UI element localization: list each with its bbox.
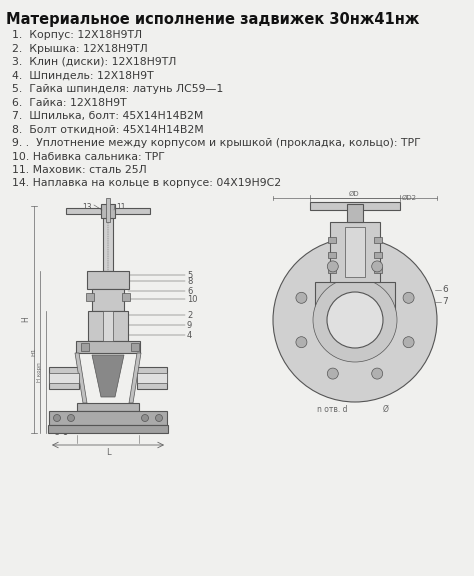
Text: 2: 2 [187, 310, 192, 320]
Text: 6: 6 [187, 286, 192, 295]
Circle shape [328, 368, 338, 379]
Text: 7.  Шпилька, болт: 45Х14Н14В2М: 7. Шпилька, болт: 45Х14Н14В2М [12, 111, 203, 121]
Text: 1.  Корпус: 12Х18Н9ТЛ: 1. Корпус: 12Х18Н9ТЛ [12, 30, 142, 40]
Circle shape [142, 415, 148, 422]
Bar [66, 208, 150, 214]
Bar [131, 343, 139, 351]
Text: 4.  Шпиндель: 12Х18Н9Т: 4. Шпиндель: 12Х18Н9Т [12, 70, 154, 81]
Bar [310, 202, 400, 210]
Bar [77, 403, 139, 411]
Circle shape [296, 337, 307, 348]
Bar [137, 373, 167, 383]
Bar [49, 367, 79, 389]
Bar [347, 204, 363, 222]
Text: ØD: ØD [349, 191, 360, 197]
Bar [49, 373, 79, 383]
Bar [103, 218, 113, 271]
Text: H корп: H корп [37, 362, 42, 382]
Text: H1: H1 [31, 348, 36, 357]
Polygon shape [129, 353, 141, 403]
Text: 8: 8 [187, 276, 192, 286]
Text: 2.  Крышка: 12Х18Н9ТЛ: 2. Крышка: 12Х18Н9ТЛ [12, 44, 148, 54]
Bar [92, 289, 124, 311]
Text: 10. Набивка сальника: ТРГ: 10. Набивка сальника: ТРГ [12, 151, 165, 161]
Text: 7: 7 [442, 297, 448, 306]
Circle shape [372, 368, 383, 379]
Bar [88, 311, 128, 341]
Circle shape [372, 261, 383, 272]
Text: М: М [351, 315, 359, 325]
Bar [101, 204, 115, 218]
Circle shape [403, 292, 414, 304]
Bar [345, 227, 365, 277]
Bar [49, 411, 167, 425]
Circle shape [155, 415, 163, 422]
Bar [374, 237, 382, 243]
Text: 13: 13 [82, 203, 92, 212]
Text: 9. .  Уплотнение между корпусом и крышкой (прокладка, кольцо): ТРГ: 9. . Уплотнение между корпусом и крышкой… [12, 138, 421, 148]
Polygon shape [75, 353, 87, 403]
Circle shape [313, 278, 397, 362]
Text: 8.  Болт откидной: 45Х14Н14В2М: 8. Болт откидной: 45Х14Н14В2М [12, 124, 204, 135]
Bar [76, 341, 140, 353]
Bar [374, 267, 382, 273]
Polygon shape [92, 355, 124, 397]
Text: L: L [106, 448, 110, 457]
Circle shape [403, 337, 414, 348]
Text: 5.  Гайка шпинделя: латунь ЛС59—1: 5. Гайка шпинделя: латунь ЛС59—1 [12, 84, 223, 94]
Bar [374, 252, 382, 258]
Text: 5: 5 [187, 271, 192, 279]
Circle shape [273, 238, 437, 402]
Bar [328, 252, 336, 258]
Bar [328, 237, 336, 243]
Circle shape [67, 415, 74, 422]
Text: 9: 9 [187, 320, 192, 329]
Bar [106, 198, 110, 222]
Bar [315, 282, 395, 322]
Circle shape [327, 292, 383, 348]
Text: 3: 3 [54, 428, 59, 437]
Text: 14. Наплавка на кольце в корпусе: 04Х19Н9С2: 14. Наплавка на кольце в корпусе: 04Х19Н… [12, 179, 281, 188]
Bar [86, 293, 94, 301]
Bar [87, 271, 129, 289]
Bar [328, 267, 336, 273]
Bar [137, 367, 167, 389]
Text: ØD2: ØD2 [402, 195, 417, 201]
Text: 11: 11 [116, 203, 126, 212]
Text: n отв. d: n отв. d [317, 405, 347, 414]
Circle shape [54, 415, 61, 422]
Text: 6: 6 [442, 286, 448, 294]
Text: 1: 1 [62, 428, 67, 437]
Text: 3.  Клин (диски): 12Х18Н9ТЛ: 3. Клин (диски): 12Х18Н9ТЛ [12, 57, 176, 67]
Text: 6.  Гайка: 12Х18Н9Т: 6. Гайка: 12Х18Н9Т [12, 97, 127, 108]
Text: Ø: Ø [383, 405, 389, 414]
Circle shape [296, 292, 307, 304]
Text: H: H [21, 317, 30, 323]
Text: Материальное исполнение задвижек 30нж41нж: Материальное исполнение задвижек 30нж41н… [6, 12, 419, 27]
Text: a: a [106, 343, 110, 351]
Text: 4: 4 [187, 331, 192, 339]
Circle shape [328, 261, 338, 272]
Bar [330, 222, 380, 282]
Text: 11. Маховик: сталь 25Л: 11. Маховик: сталь 25Л [12, 165, 147, 175]
Bar [81, 343, 89, 351]
Bar [122, 293, 130, 301]
Bar [103, 311, 113, 341]
Text: 10: 10 [187, 294, 198, 304]
Bar [48, 425, 168, 433]
